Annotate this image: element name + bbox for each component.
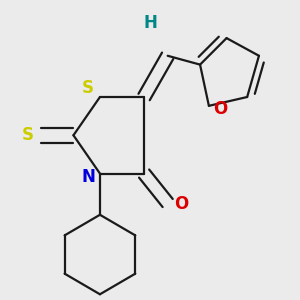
Text: S: S [22, 126, 34, 144]
Text: H: H [143, 14, 157, 32]
Text: N: N [81, 167, 95, 185]
Text: O: O [174, 196, 188, 214]
Text: S: S [82, 79, 94, 97]
Text: O: O [214, 100, 228, 118]
